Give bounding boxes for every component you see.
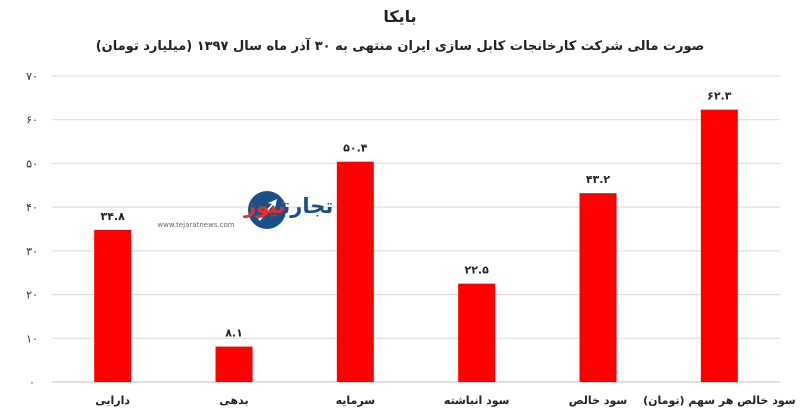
watermark-url: www.tejaratnews.com xyxy=(157,221,234,229)
bar xyxy=(579,193,617,382)
watermark-logo: تجارتنیوز www.tejaratnews.com xyxy=(157,191,333,229)
y-tick-label: ۷۰ xyxy=(26,70,38,83)
gridlines xyxy=(52,75,780,383)
bar xyxy=(458,283,496,382)
bar xyxy=(94,229,132,382)
watermark-brand-part1: تجارت xyxy=(281,194,333,218)
logo-arrow-shape xyxy=(258,199,277,221)
bar xyxy=(700,109,738,382)
data-label: ۳۴.۸ xyxy=(101,210,126,223)
x-tick-label: سود خالص xyxy=(569,394,627,407)
x-tick-label: سرمایه xyxy=(336,394,375,407)
data-label: ۶۲.۳ xyxy=(707,90,732,103)
chart-subtitle: صورت مالی شرکت کارخانجات کابل سازی ایران… xyxy=(96,37,705,54)
data-labels: ۳۴.۸ ۸.۱ ۵۰.۴ ۲۲.۵ ۴۳.۲ ۶۲.۳ xyxy=(101,90,732,340)
y-tick-label: ۶۰ xyxy=(26,114,38,127)
bar xyxy=(336,161,374,382)
y-tick-label: ۰ xyxy=(29,376,35,389)
bar xyxy=(215,346,253,382)
data-label: ۵۰.۴ xyxy=(343,142,368,155)
x-tick-label: دارایی xyxy=(95,394,130,407)
data-label: ۸.۱ xyxy=(225,327,243,340)
bars xyxy=(94,109,738,382)
chart-title: بایکا xyxy=(383,7,416,26)
y-tick-label: ۱۰ xyxy=(26,332,38,345)
x-tick-label: بدهی xyxy=(219,394,248,407)
y-axis-ticks: ۰ ۱۰ ۲۰ ۳۰ ۴۰ ۵۰ ۶۰ ۷۰ xyxy=(26,70,38,389)
watermark-brand-part2: نیوز xyxy=(243,194,287,218)
x-tick-label: سود انباشته xyxy=(444,394,510,407)
y-tick-label: ۴۰ xyxy=(26,201,38,214)
y-tick-label: ۲۰ xyxy=(26,289,38,302)
y-tick-label: ۵۰ xyxy=(26,157,38,170)
data-label: ۴۳.۲ xyxy=(586,173,611,186)
x-axis-categories: دارایی بدهی سرمایه سود انباشته سود خالص سود خ… xyxy=(95,394,795,407)
data-label: ۲۲.۵ xyxy=(465,264,490,277)
y-tick-label: ۳۰ xyxy=(26,245,38,258)
watermark-brand: تجارتنیوز xyxy=(243,194,333,218)
x-tick-label: سود خالص هر سهم (تومان) xyxy=(643,394,795,407)
